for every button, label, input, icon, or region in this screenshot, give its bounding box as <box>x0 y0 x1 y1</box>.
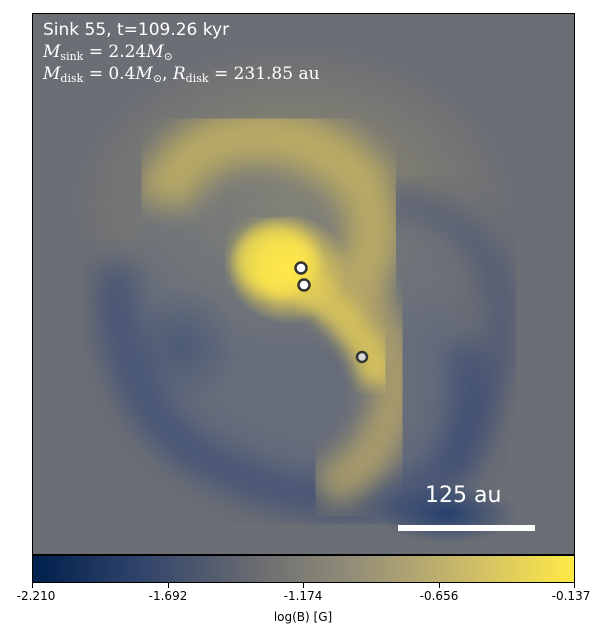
r-disk-sub: disk <box>185 72 209 85</box>
colorbar-tick-3 <box>439 583 440 588</box>
m-disk-symbol: M <box>43 64 61 84</box>
solar-symbol-1: M <box>146 42 164 62</box>
colorbar-tick-label-4: -0.137 <box>551 589 591 603</box>
r-disk-value: = 231.85 au <box>213 64 320 84</box>
r-disk-symbol: R <box>172 64 186 84</box>
solar-sub-1: ⊙ <box>163 50 173 63</box>
colorbar <box>32 555 575 583</box>
colorbar-label: log(B) [G] <box>273 610 333 624</box>
field-map-image <box>33 14 574 554</box>
sink-mass-label: Msink = 2.24M⊙ <box>43 42 173 67</box>
scale-bar <box>398 525 535 531</box>
colorbar-tick-1 <box>168 583 169 588</box>
m-sink-value: = 2.24 <box>88 42 147 62</box>
m-disk-sub: disk <box>60 72 84 85</box>
colorbar-tick-4 <box>574 583 575 588</box>
solar-sub-2: ⊙ <box>152 72 163 85</box>
m-sink-sub: sink <box>60 50 84 63</box>
colorbar-tick-label-3: -0.656 <box>419 589 459 603</box>
sink-marker-b <box>297 278 311 292</box>
solar-symbol-2: M <box>135 64 153 84</box>
m-sink-symbol: M <box>43 42 61 62</box>
colorbar-tick-2 <box>303 583 304 588</box>
sink-time-label: Sink 55, t=109.26 kyr <box>43 20 230 40</box>
scale-bar-label: 125 au <box>425 483 502 508</box>
sink-marker-c <box>355 350 369 364</box>
colorbar-tick-0 <box>32 583 33 588</box>
magnetic-field-map <box>32 13 575 555</box>
colorbar-tick-label-0: -2.210 <box>16 589 56 603</box>
sink-markers <box>294 261 369 364</box>
disk-label: Mdisk = 0.4M⊙, Rdisk = 231.85 au <box>43 64 320 85</box>
m-disk-value: = 0.4 <box>88 64 136 84</box>
sink-marker-a <box>294 261 308 275</box>
colorbar-tick-label-2: -1.174 <box>283 589 323 603</box>
colorbar-tick-label-1: -1.692 <box>148 589 188 603</box>
